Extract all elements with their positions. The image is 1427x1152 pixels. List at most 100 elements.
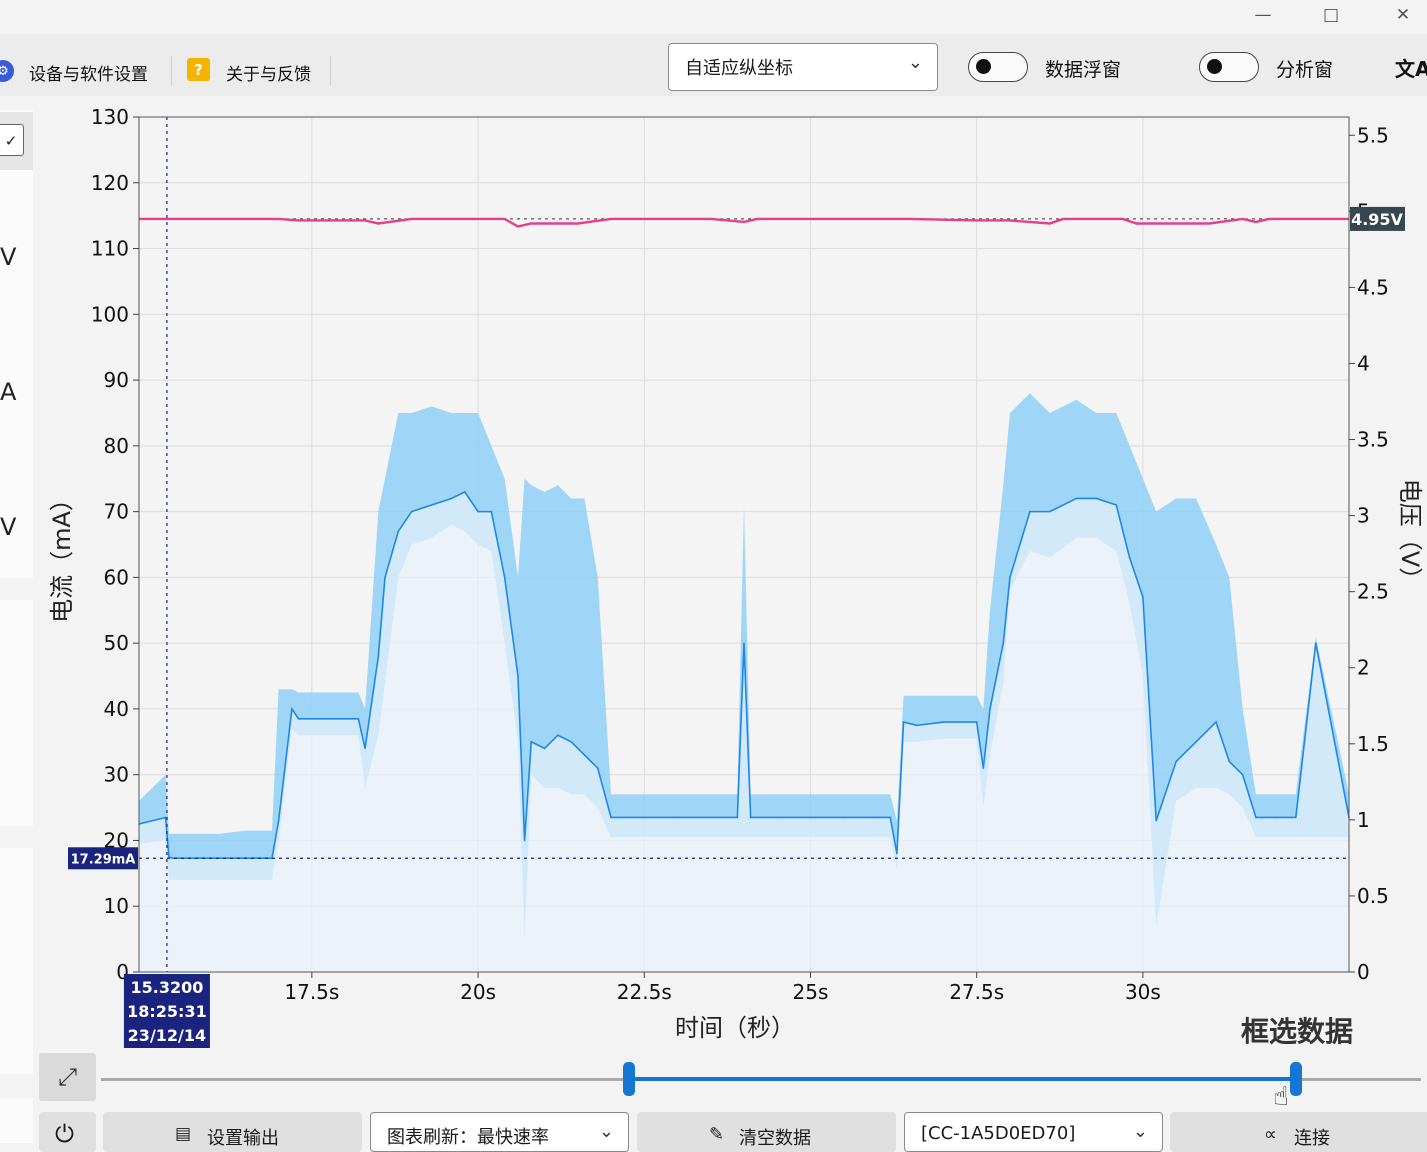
current-data-point: [557, 734, 559, 737]
help-icon[interactable]: ?: [187, 58, 210, 81]
device-settings-button[interactable]: 设备与软件设置: [29, 65, 148, 85]
current-data-point: [277, 819, 280, 822]
range-slider-start-handle[interactable]: [623, 1062, 635, 1096]
data-float-toggle[interactable]: [968, 52, 1028, 82]
current-data-point: [410, 510, 413, 513]
current-data-point: [517, 675, 519, 677]
frame-select-label[interactable]: 框选数据: [1241, 1015, 1354, 1048]
power-icon: ⏻: [55, 1120, 74, 1148]
current-data-point: [975, 721, 978, 723]
y-tick-label: 70: [104, 500, 129, 524]
current-data-point: [297, 717, 300, 720]
y2-axis-title: 电压（V）: [1396, 479, 1424, 591]
range-slider-selection[interactable]: [629, 1077, 1296, 1081]
current-data-point: [1095, 497, 1098, 500]
side-panel-bottom: [0, 848, 33, 1074]
side-panel-middle: [0, 600, 33, 826]
refresh-rate-value: 图表刷新：最快速率: [387, 1127, 549, 1148]
toolbar-divider: [171, 56, 172, 86]
current-data-point: [477, 510, 479, 513]
toolbar-divider: [330, 56, 331, 86]
expand-icon[interactable]: ⤢: [39, 1053, 96, 1101]
current-data-point: [596, 767, 599, 769]
eraser-icon: ✎: [709, 1124, 725, 1145]
current-data-point: [1155, 819, 1157, 822]
current-data-point: [364, 747, 366, 750]
refresh-rate-select[interactable]: 图表刷新：最快速率 ⌄: [370, 1112, 629, 1152]
port-select[interactable]: [CC-1A5D0ED70] ⌄: [904, 1112, 1163, 1152]
current-data-point: [776, 816, 779, 819]
y-scale-select[interactable]: 自适应纵坐标 ⌄: [668, 43, 938, 91]
analysis-toggle[interactable]: [1199, 52, 1259, 82]
current-data-point: [1195, 741, 1197, 743]
output-icon: ▤: [175, 1124, 192, 1144]
y-tick-label: 50: [104, 631, 129, 655]
current-data-point: [1049, 510, 1051, 513]
y-tick-label: 10: [104, 894, 129, 918]
plug-icon: ∝: [1264, 1124, 1277, 1145]
y2-tick-label: 2: [1357, 656, 1370, 680]
y-tick-label: 120: [91, 171, 129, 195]
set-output-button[interactable]: ▤ 设置输出: [103, 1112, 362, 1152]
current-data-point: [676, 816, 679, 819]
current-data-point: [463, 491, 466, 493]
close-icon[interactable]: ✕: [1395, 5, 1411, 25]
current-data-point: [164, 816, 167, 819]
x-tick-label: 30s: [1125, 980, 1161, 1004]
current-area-fill: [139, 491, 1349, 972]
current-data-point: [1215, 721, 1217, 723]
voltage-series-line: [139, 217, 1349, 228]
gear-icon[interactable]: ⚙: [0, 60, 14, 82]
current-data-point: [291, 708, 293, 710]
x-tick-label: 25s: [793, 980, 829, 1004]
set-output-label: 设置输出: [207, 1128, 279, 1149]
clear-data-label: 清空数据: [739, 1128, 811, 1149]
current-data-point: [1295, 816, 1297, 819]
range-slider-end-handle[interactable]: [1289, 1062, 1302, 1096]
y2-tick-label: 1.5: [1357, 732, 1389, 756]
current-data-point: [643, 816, 646, 819]
current-data-point: [942, 721, 945, 723]
translate-icon[interactable]: 文A: [1395, 57, 1427, 81]
x-axis-title: 时间（秒）: [675, 1014, 795, 1042]
y2-tick-label: 3: [1357, 504, 1370, 528]
clear-data-button[interactable]: ✎ 清空数据: [637, 1112, 896, 1152]
checkbox[interactable]: ✓: [0, 124, 24, 156]
current-data-point: [397, 530, 400, 533]
y-tick-label: 110: [91, 237, 129, 261]
chart-area[interactable]: 0 10 20 30 40 50 60 70 80 90 100 110 120 130 0 0.5 1 1.5 2…: [0, 96, 1427, 1060]
current-data-point: [916, 724, 918, 727]
connect-button[interactable]: ∝ 连接: [1170, 1112, 1427, 1152]
power-button[interactable]: ⏻: [39, 1112, 96, 1152]
analysis-label: 分析窗: [1276, 59, 1334, 81]
x-tick-label: 27.5s: [949, 980, 1004, 1004]
minimize-icon[interactable]: —: [1254, 5, 1272, 25]
current-data-point: [989, 708, 991, 710]
maximize-icon[interactable]: □: [1322, 5, 1340, 25]
y2-tick-label: 3.5: [1357, 428, 1389, 452]
port-value: [CC-1A5D0ED70]: [921, 1123, 1076, 1144]
voltage-value-badge-bg: [1350, 206, 1405, 231]
current-data-point: [430, 504, 433, 506]
side-panel-footer: [0, 1098, 33, 1143]
current-value-badge: 17.29mA: [71, 852, 136, 867]
current-data-point: [982, 767, 985, 769]
y-tick-label: 30: [104, 763, 129, 787]
current-data-point: [749, 816, 752, 819]
y-axis-title: 电流（mA）: [48, 487, 76, 623]
y-tick-label: 90: [104, 368, 129, 392]
current-data-point: [736, 816, 739, 819]
current-data-point: [1275, 816, 1277, 819]
current-voltage-chart[interactable]: 010203040506070809010011012013000.511.52…: [0, 96, 1427, 1056]
connect-label: 连接: [1294, 1128, 1330, 1149]
current-data-point: [1002, 642, 1005, 644]
current-data-point: [1142, 596, 1144, 598]
current-data-point: [377, 655, 380, 658]
current-data-point: [889, 816, 892, 819]
current-data-point: [324, 717, 326, 720]
current-data-point: [876, 816, 878, 819]
y2-tick-label: 0.5: [1357, 884, 1389, 908]
about-feedback-button[interactable]: 关于与反馈: [226, 65, 311, 85]
cursor-badge-bg: [123, 974, 210, 1048]
current-data-point: [1128, 556, 1131, 559]
